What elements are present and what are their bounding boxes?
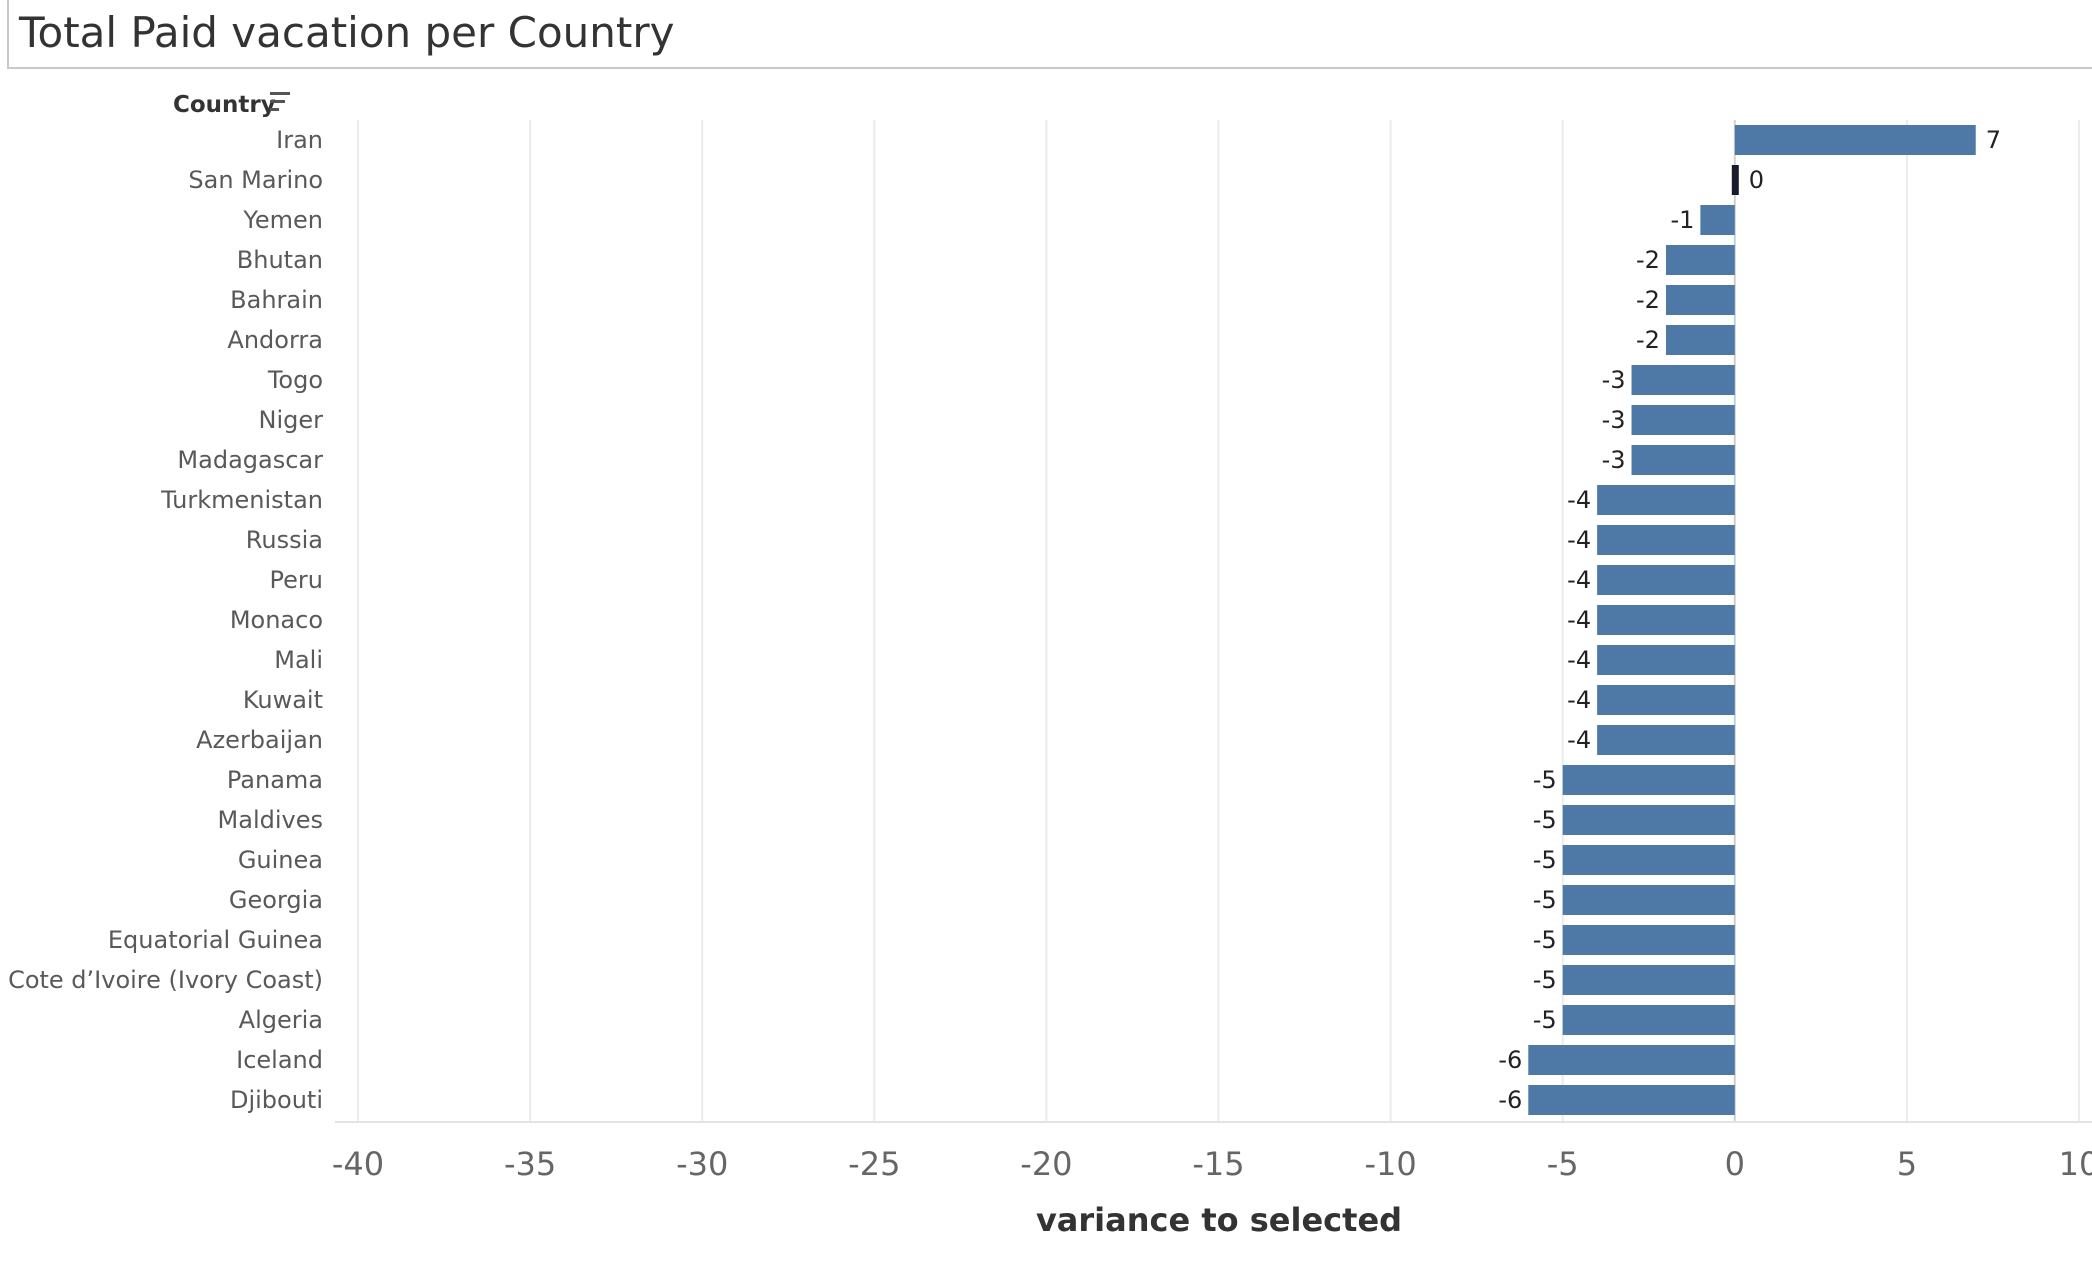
x-tick-label: -35 xyxy=(504,1145,556,1183)
value-label: -3 xyxy=(1602,406,1626,434)
country-label[interactable]: Mali xyxy=(274,646,323,674)
x-tick-label: -5 xyxy=(1547,1145,1579,1183)
value-label: -5 xyxy=(1533,846,1557,874)
x-tick-label: -20 xyxy=(1020,1145,1072,1183)
country-labels: Iran San Marino Yemen Bhutan Bahrain Andorra T… xyxy=(8,126,323,1114)
column-header: Country xyxy=(173,92,290,118)
bar[interactable] xyxy=(1562,1005,1735,1035)
value-label: -2 xyxy=(1636,286,1660,314)
value-label: -6 xyxy=(1498,1086,1522,1114)
country-label[interactable]: Bhutan xyxy=(237,246,323,274)
country-label[interactable]: Equatorial Guinea xyxy=(108,926,323,954)
x-tick-label: -25 xyxy=(848,1145,900,1183)
value-label: -5 xyxy=(1533,806,1557,834)
value-label: -3 xyxy=(1602,446,1626,474)
country-label[interactable]: Algeria xyxy=(239,1006,323,1034)
value-label: -4 xyxy=(1567,686,1591,714)
country-label[interactable]: Cote d’Ivoire (Ivory Coast) xyxy=(8,966,323,994)
value-labels: 7 0 -1 -2 -2 -2 -3 -3 -3 -4 -4 -4 -4 -4 -4 -4 -5 -5 -5 -5 -5… xyxy=(1498,126,2001,1114)
bars xyxy=(1528,125,1976,1115)
country-label[interactable]: Russia xyxy=(246,526,323,554)
bar[interactable] xyxy=(1597,685,1735,715)
bar[interactable] xyxy=(1528,1085,1735,1115)
country-label[interactable]: Kuwait xyxy=(243,686,323,714)
bar[interactable] xyxy=(1700,205,1735,235)
bar[interactable] xyxy=(1562,925,1735,955)
bar[interactable] xyxy=(1562,965,1735,995)
country-label[interactable]: Andorra xyxy=(227,326,323,354)
value-label: -1 xyxy=(1670,206,1694,234)
country-label[interactable]: Madagascar xyxy=(177,446,323,474)
country-label[interactable]: Iceland xyxy=(236,1046,323,1074)
sort-icon[interactable] xyxy=(270,92,290,111)
chart-title: Total Paid vacation per Country xyxy=(19,8,675,57)
gridlines xyxy=(357,120,2080,1122)
value-label: -5 xyxy=(1533,966,1557,994)
x-tick-label: -40 xyxy=(332,1145,384,1183)
country-label[interactable]: Bahrain xyxy=(230,286,323,314)
value-label: 0 xyxy=(1749,166,1764,194)
country-label[interactable]: San Marino xyxy=(188,166,323,194)
bar[interactable] xyxy=(1665,245,1735,275)
country-label[interactable]: Guinea xyxy=(238,846,323,874)
x-tick-label: -30 xyxy=(676,1145,728,1183)
bar[interactable] xyxy=(1731,165,1739,195)
bar[interactable] xyxy=(1665,325,1735,355)
bar[interactable] xyxy=(1597,605,1735,635)
x-tick-label: -10 xyxy=(1364,1145,1416,1183)
value-label: -4 xyxy=(1567,566,1591,594)
bar[interactable] xyxy=(1562,805,1735,835)
x-tick-label: 0 xyxy=(1725,1145,1745,1183)
bar[interactable] xyxy=(1597,485,1735,515)
bar[interactable] xyxy=(1562,765,1735,795)
country-label[interactable]: Niger xyxy=(259,406,324,434)
country-label[interactable]: Iran xyxy=(276,126,323,154)
x-tick-label: -15 xyxy=(1192,1145,1244,1183)
country-label[interactable]: Turkmenistan xyxy=(160,486,323,514)
value-label: -6 xyxy=(1498,1046,1522,1074)
country-column-header[interactable]: Country xyxy=(173,92,276,118)
value-label: -4 xyxy=(1567,606,1591,634)
country-label[interactable]: Azerbaijan xyxy=(196,726,323,754)
country-label[interactable]: Yemen xyxy=(242,206,323,234)
value-label: 7 xyxy=(1986,126,2001,154)
bar[interactable] xyxy=(1562,845,1735,875)
value-label: -5 xyxy=(1533,766,1557,794)
value-label: -4 xyxy=(1567,486,1591,514)
bar[interactable] xyxy=(1597,645,1735,675)
country-label[interactable]: Togo xyxy=(267,366,323,394)
value-label: -2 xyxy=(1636,246,1660,274)
value-label: -5 xyxy=(1533,926,1557,954)
bar[interactable] xyxy=(1631,405,1735,435)
x-tick-label: 10 xyxy=(2059,1145,2092,1183)
bar[interactable] xyxy=(1528,1045,1735,1075)
value-label: -5 xyxy=(1533,1006,1557,1034)
value-label: -3 xyxy=(1602,366,1626,394)
country-label[interactable]: Djibouti xyxy=(230,1086,323,1114)
value-label: -4 xyxy=(1567,726,1591,754)
country-label[interactable]: Panama xyxy=(227,766,323,794)
bar[interactable] xyxy=(1631,445,1735,475)
title-box: Total Paid vacation per Country xyxy=(7,0,2092,69)
country-label[interactable]: Maldives xyxy=(218,806,323,834)
country-label[interactable]: Monaco xyxy=(230,606,323,634)
bar[interactable] xyxy=(1597,525,1735,555)
bar[interactable] xyxy=(1665,285,1735,315)
value-label: -5 xyxy=(1533,886,1557,914)
bar[interactable] xyxy=(1597,565,1735,595)
x-tick-label: 5 xyxy=(1897,1145,1917,1183)
x-axis-title: variance to selected xyxy=(1036,1201,1402,1239)
country-label[interactable]: Peru xyxy=(270,566,323,594)
bar[interactable] xyxy=(1562,885,1735,915)
x-axis: -40 -35 -30 -25 -20 -15 -10 -5 0 5 10 xyxy=(332,1121,2092,1183)
bar[interactable] xyxy=(1597,725,1735,755)
bar[interactable] xyxy=(1734,125,1976,155)
value-label: -4 xyxy=(1567,646,1591,674)
country-label[interactable]: Georgia xyxy=(229,886,323,914)
bar[interactable] xyxy=(1631,365,1735,395)
value-label: -2 xyxy=(1636,326,1660,354)
value-label: -4 xyxy=(1567,526,1591,554)
